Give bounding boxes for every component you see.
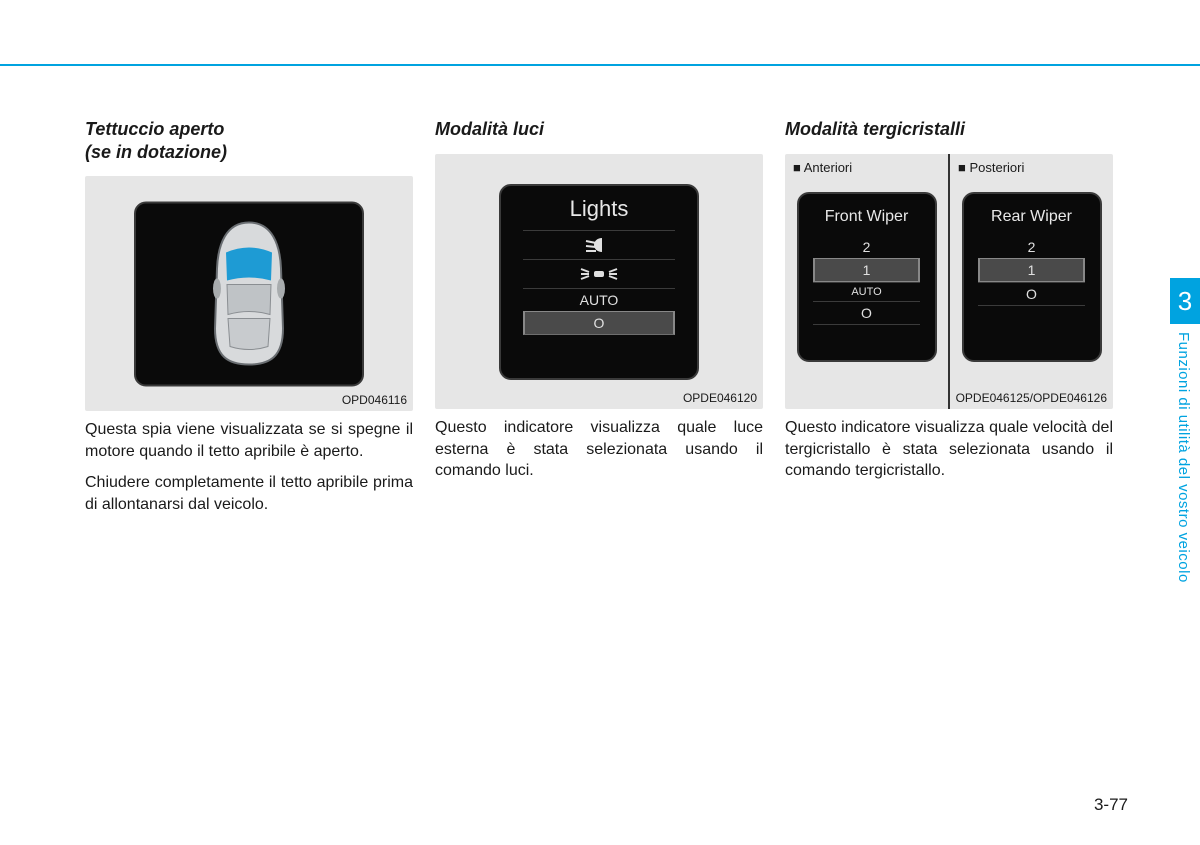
label-anteriori: ■ Anteriori bbox=[793, 160, 852, 175]
side-chapter-label: Funzioni di utilità del vostro veicolo bbox=[1175, 332, 1192, 583]
front-opt-3: O bbox=[813, 301, 919, 325]
label-posteriori: ■ Posteriori bbox=[958, 160, 1024, 175]
heading-line1: Tettuccio aperto bbox=[85, 119, 224, 139]
panel-title-front: Front Wiper bbox=[825, 208, 909, 226]
column-sunroof: Tettuccio aperto (se in dotazione) OPD04… bbox=[85, 118, 413, 515]
content-columns: Tettuccio aperto (se in dotazione) OPD04… bbox=[85, 118, 1113, 515]
para-sunroof-1: Questa spia viene visualizzata se si spe… bbox=[85, 419, 413, 462]
rear-opt-1: 1 bbox=[978, 258, 1084, 282]
para-sunroof-2: Chiudere completamente il tetto apribile… bbox=[85, 472, 413, 515]
display-panel-lights: Lights bbox=[499, 184, 699, 380]
heading-lights: Modalità luci bbox=[435, 118, 763, 144]
figure-lights: Lights bbox=[435, 154, 763, 409]
display-panel-sunroof bbox=[134, 201, 364, 386]
top-rule bbox=[0, 64, 1200, 66]
front-opt-0: 2 bbox=[813, 236, 919, 258]
opt-auto: AUTO bbox=[523, 288, 676, 311]
opt-position-lights bbox=[523, 259, 676, 288]
figure-caption: OPDE046125/OPDE046126 bbox=[956, 391, 1107, 405]
chapter-number: 3 bbox=[1178, 286, 1192, 317]
chapter-tab: 3 bbox=[1170, 278, 1200, 324]
front-opt-2: AUTO bbox=[813, 282, 919, 301]
column-wipers: Modalità tergicristalli ■ Anteriori Fron… bbox=[785, 118, 1113, 515]
rear-opt-2: O bbox=[978, 282, 1084, 306]
figure-sunroof: OPD046116 bbox=[85, 176, 413, 411]
car-top-icon bbox=[204, 219, 294, 369]
heading-sunroof: Tettuccio aperto (se in dotazione) bbox=[85, 118, 413, 166]
low-beam-icon bbox=[582, 236, 616, 254]
column-lights: Modalità luci Lights bbox=[435, 118, 763, 515]
page-number: 3-77 bbox=[1094, 795, 1128, 815]
heading-line2: (se in dotazione) bbox=[85, 142, 227, 162]
display-panel-rear-wiper: Rear Wiper 2 1 O bbox=[962, 192, 1102, 362]
front-wiper-half: ■ Anteriori Front Wiper 2 1 AUTO O bbox=[785, 154, 948, 409]
panel-title-rear: Rear Wiper bbox=[991, 208, 1072, 226]
opt-low-beam bbox=[523, 230, 676, 259]
figure-caption: OPD046116 bbox=[342, 393, 407, 407]
opt-off: O bbox=[523, 311, 676, 335]
position-lights-icon bbox=[577, 265, 621, 283]
rear-opt-0: 2 bbox=[978, 236, 1084, 258]
figure-wipers: ■ Anteriori Front Wiper 2 1 AUTO O ■ Pos… bbox=[785, 154, 1113, 409]
figure-caption: OPDE046120 bbox=[683, 391, 757, 405]
front-opt-1: 1 bbox=[813, 258, 919, 282]
panel-title-lights: Lights bbox=[570, 196, 629, 222]
display-panel-front-wiper: Front Wiper 2 1 AUTO O bbox=[797, 192, 937, 362]
rear-wiper-half: ■ Posteriori Rear Wiper 2 1 O bbox=[948, 154, 1113, 409]
para-wipers-1: Questo indicatore visualizza quale veloc… bbox=[785, 417, 1113, 482]
heading-wipers: Modalità tergicristalli bbox=[785, 118, 1113, 144]
para-lights-1: Questo indicatore visualizza quale luce … bbox=[435, 417, 763, 482]
